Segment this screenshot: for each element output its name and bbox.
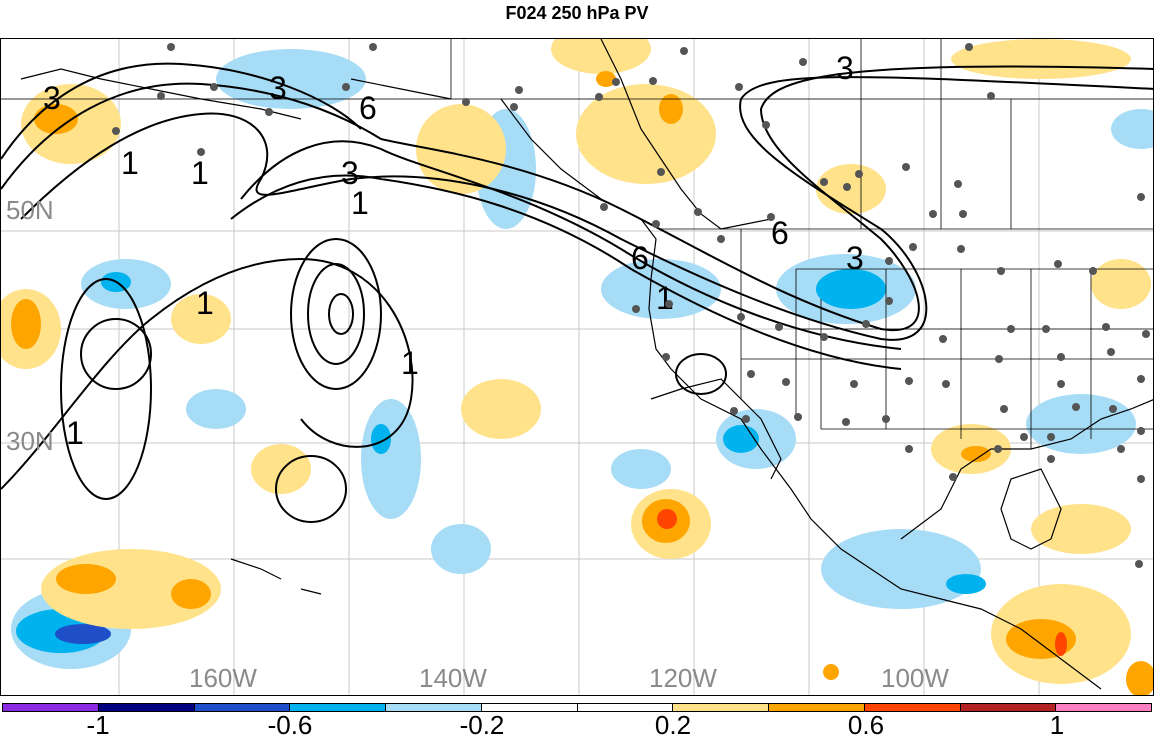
colorbar-segment [386,704,482,711]
colorbar-segment [577,704,674,711]
colorbar-segment [769,704,865,711]
contour-label: 1 [121,145,139,181]
contour-label: 1 [401,345,419,381]
contour-label: 1 [656,280,674,316]
pv-contours [1,62,1153,523]
colorbar-tick-label: 0.6 [847,710,885,740]
lon-label-120w: 120W [649,663,717,693]
colorbar-segment [864,704,961,711]
colorbar-segment [673,704,769,711]
lon-label-160w: 160W [189,663,257,693]
colorbar-segment [3,704,99,711]
contour-label: 3 [43,80,61,116]
pv-map: 3 3 6 3 1 1 1 6 1 3 6 3 1 1 1 [0,38,1154,696]
colorbar-tick-label: -0.2 [459,710,505,740]
lon-label-100w: 100W [881,663,949,693]
lat-label-50n: 50N [6,195,54,225]
colorbar-tick-label: -1 [86,710,110,740]
contour-label: 1 [191,155,209,191]
contour-label: 1 [66,415,84,451]
colorbar-segment [290,704,386,711]
colorbar-tick-label: 1 [1049,710,1065,740]
colorbar-tick-label: -0.6 [267,710,313,740]
contour-label: 3 [341,155,359,191]
deep-negative-shading [55,624,111,644]
colorbar-segment [960,704,1057,711]
deep-positive-shading [657,509,1067,656]
contour-label: 3 [846,240,864,276]
colorbar-segment [194,704,291,711]
lon-label-140w: 140W [419,663,487,693]
contour-label: 3 [269,70,287,106]
map-title: F024 250 hPa PV [505,3,649,23]
colorbar-tick-label: 0.2 [654,710,692,740]
contour-label: 6 [771,215,789,251]
contour-label: 3 [836,50,854,86]
contour-label-group: 3 3 6 3 1 1 1 6 1 3 6 3 1 1 1 [43,50,864,451]
colorbar-segment [481,704,578,711]
strong-positive-shading [11,71,1153,695]
colorbar [2,703,1152,712]
contour-label: 1 [351,185,369,221]
colorbar-segment [98,704,195,711]
political-borders [1,39,1153,449]
map-canvas: 3 3 6 3 1 1 1 6 1 3 6 3 1 1 1 [1,39,1153,695]
contour-label: 6 [359,90,377,126]
colorbar-segment [1056,704,1151,711]
station-dots [112,43,1150,568]
contour-label: 6 [631,240,649,276]
contour-label: 1 [196,285,214,321]
lat-label-30n: 30N [6,426,54,456]
